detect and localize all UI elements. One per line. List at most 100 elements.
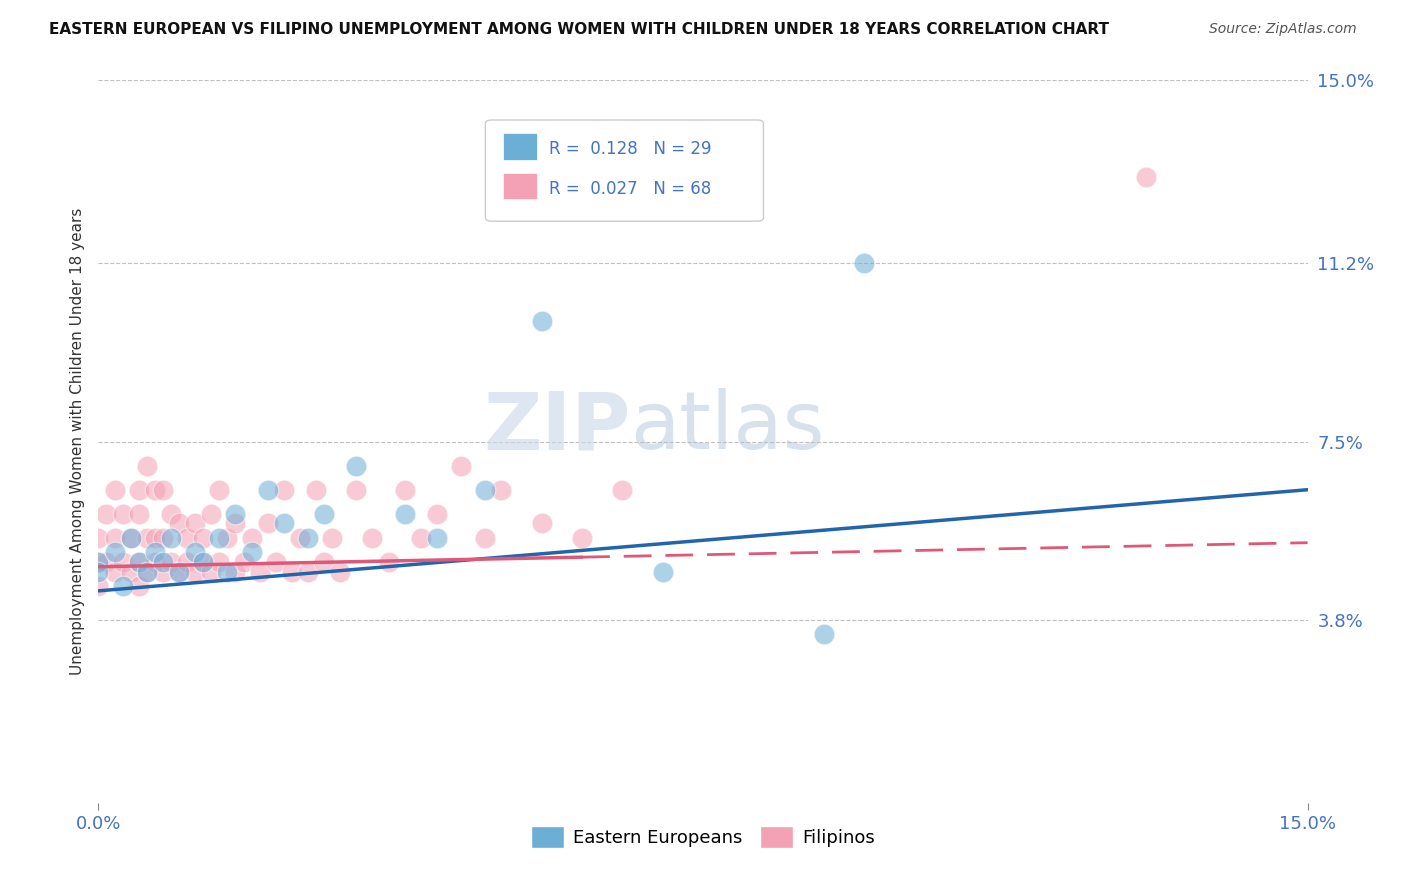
Point: [200, 507, 222, 521]
Point: [87, 579, 110, 593]
Point: [264, 555, 287, 569]
Point: [143, 545, 166, 559]
Point: [160, 507, 183, 521]
Point: [394, 507, 416, 521]
Point: [120, 531, 142, 545]
Point: [426, 531, 449, 545]
Point: [103, 531, 125, 545]
Point: [120, 565, 142, 579]
Point: [96, 555, 118, 569]
Point: [184, 545, 207, 559]
Point: [651, 565, 673, 579]
Point: [394, 483, 416, 497]
Point: [128, 555, 150, 569]
Point: [208, 555, 231, 569]
Point: [224, 565, 246, 579]
Point: [167, 565, 190, 579]
Point: [208, 483, 231, 497]
Point: [184, 516, 207, 531]
Point: [111, 579, 134, 593]
Point: [128, 579, 150, 593]
Legend: Eastern Europeans, Filipinos: Eastern Europeans, Filipinos: [524, 819, 882, 855]
Point: [314, 507, 336, 521]
Text: ZIP: ZIP: [484, 388, 630, 467]
Point: [256, 516, 278, 531]
Point: [217, 565, 239, 579]
Point: [87, 565, 110, 579]
Point: [853, 256, 876, 270]
Point: [208, 531, 231, 545]
Point: [232, 555, 254, 569]
Point: [1135, 169, 1157, 184]
Point: [135, 565, 157, 579]
Point: [450, 458, 472, 473]
Point: [224, 507, 246, 521]
Point: [176, 531, 198, 545]
Point: [128, 483, 150, 497]
Point: [409, 531, 432, 545]
Point: [305, 483, 328, 497]
Text: R =  0.128   N = 29: R = 0.128 N = 29: [550, 140, 711, 158]
Point: [224, 516, 246, 531]
Point: [152, 531, 174, 545]
Point: [103, 545, 125, 559]
Point: [184, 565, 207, 579]
Point: [103, 483, 125, 497]
Point: [193, 531, 215, 545]
Text: atlas: atlas: [630, 388, 825, 467]
Point: [344, 483, 367, 497]
Point: [135, 565, 157, 579]
Point: [530, 314, 553, 328]
Point: [281, 565, 304, 579]
Point: [377, 555, 399, 569]
Point: [813, 627, 835, 641]
Y-axis label: Unemployment Among Women with Children Under 18 years: Unemployment Among Women with Children U…: [69, 208, 84, 675]
Point: [426, 507, 449, 521]
Point: [314, 555, 336, 569]
Point: [143, 555, 166, 569]
Point: [193, 555, 215, 569]
Point: [200, 565, 222, 579]
Point: [321, 531, 343, 545]
Point: [103, 565, 125, 579]
Point: [571, 531, 593, 545]
Point: [152, 565, 174, 579]
Point: [152, 483, 174, 497]
Text: EASTERN EUROPEAN VS FILIPINO UNEMPLOYMENT AMONG WOMEN WITH CHILDREN UNDER 18 YEA: EASTERN EUROPEAN VS FILIPINO UNEMPLOYMEN…: [49, 22, 1109, 37]
Point: [297, 531, 319, 545]
Point: [612, 483, 634, 497]
Point: [474, 531, 496, 545]
Bar: [503, 134, 537, 160]
Point: [273, 516, 295, 531]
Point: [273, 483, 295, 497]
Point: [120, 531, 142, 545]
Point: [176, 555, 198, 569]
Point: [87, 531, 110, 545]
Point: [240, 545, 263, 559]
Point: [135, 458, 157, 473]
Point: [111, 507, 134, 521]
Point: [135, 531, 157, 545]
Text: R =  0.027   N = 68: R = 0.027 N = 68: [550, 179, 711, 198]
Point: [143, 483, 166, 497]
Point: [160, 531, 183, 545]
Point: [167, 565, 190, 579]
Point: [193, 555, 215, 569]
Point: [152, 555, 174, 569]
Point: [288, 531, 311, 545]
Bar: [503, 173, 537, 200]
Point: [128, 555, 150, 569]
Text: Source: ZipAtlas.com: Source: ZipAtlas.com: [1209, 22, 1357, 37]
Point: [160, 555, 183, 569]
Point: [249, 565, 271, 579]
Point: [96, 507, 118, 521]
Point: [256, 483, 278, 497]
Point: [217, 531, 239, 545]
Point: [111, 555, 134, 569]
Point: [167, 516, 190, 531]
Point: [87, 555, 110, 569]
FancyBboxPatch shape: [485, 120, 763, 221]
Point: [240, 531, 263, 545]
Point: [491, 483, 513, 497]
Point: [143, 531, 166, 545]
